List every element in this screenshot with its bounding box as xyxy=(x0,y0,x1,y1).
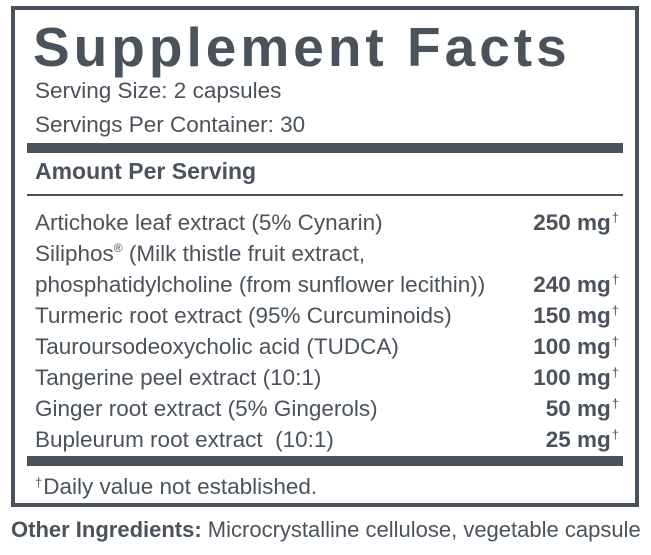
ingredient-name: Ginger root extract (5% Gingerols) xyxy=(35,396,378,421)
ingredient-amount: 50 mg† xyxy=(545,396,619,421)
ingredient-amount: 100 mg† xyxy=(533,334,619,359)
dagger-mark: † xyxy=(611,303,619,318)
amount-per-serving-header: Amount Per Serving xyxy=(35,158,257,184)
servings-per-container: Servings Per Container: 30 xyxy=(35,112,306,137)
other-ingredients: Other Ingredients: Microcrystalline cell… xyxy=(11,515,641,545)
dagger-mark: † xyxy=(611,427,619,442)
ingredient-row: Turmeric root extract (95% Curcuminoids)… xyxy=(35,300,619,331)
ingredient-name: Tauroursodeoxycholic acid (TUDCA) xyxy=(35,334,399,359)
ingredient-row: Artichoke leaf extract (5% Cynarin) 250 … xyxy=(35,207,619,238)
ingredient-amount: 150 mg† xyxy=(533,303,619,328)
ingredient-amount: 250 mg† xyxy=(533,210,619,235)
dagger-mark: † xyxy=(611,396,619,411)
ingredient-name: phosphatidylcholine (from sunflower leci… xyxy=(35,272,486,297)
ingredient-row: Siliphos® (Milk thistle fruit extract, xyxy=(35,238,619,269)
registered-mark: ® xyxy=(113,241,123,255)
ingredient-name: Bupleurum root extract (10:1) xyxy=(35,427,334,452)
supplement-facts-panel: Supplement Facts Serving Size: 2 capsule… xyxy=(11,6,639,507)
ingredient-name: Tangerine peel extract (10:1) xyxy=(35,365,322,390)
ingredient-amount: 240 mg† xyxy=(533,272,619,297)
dagger-mark: † xyxy=(35,475,43,490)
ingredient-amount: 100 mg† xyxy=(533,365,619,390)
ingredient-row: Tauroursodeoxycholic acid (TUDCA) 100 mg… xyxy=(35,331,619,362)
dagger-mark: † xyxy=(611,334,619,349)
other-ingredients-label: Other Ingredients: xyxy=(11,517,202,542)
dagger-mark: † xyxy=(611,272,619,287)
thick-divider-bottom xyxy=(27,456,623,466)
dagger-mark: † xyxy=(611,365,619,380)
ingredient-name: Turmeric root extract (95% Curcuminoids) xyxy=(35,303,452,328)
other-ingredients-text: Microcrystalline cellulose, vegetable ca… xyxy=(201,517,641,542)
ingredient-name: Artichoke leaf extract (5% Cynarin) xyxy=(35,210,383,235)
panel-title: Supplement Facts xyxy=(33,16,571,78)
ingredient-amount: 25 mg† xyxy=(545,427,619,452)
ingredient-list: Artichoke leaf extract (5% Cynarin) 250 … xyxy=(35,207,619,455)
dagger-mark: † xyxy=(611,210,619,225)
thin-divider xyxy=(27,194,623,196)
ingredient-row: Bupleurum root extract (10:1) 25 mg† xyxy=(35,424,619,455)
ingredient-row: Ginger root extract (5% Gingerols) 50 mg… xyxy=(35,393,619,424)
ingredient-row: Tangerine peel extract (10:1) 100 mg† xyxy=(35,362,619,393)
ingredient-row: phosphatidylcholine (from sunflower leci… xyxy=(35,269,619,300)
serving-size: Serving Size: 2 capsules xyxy=(35,78,282,103)
thick-divider-top xyxy=(27,143,623,153)
daily-value-footnote: †Daily value not established. xyxy=(35,474,318,499)
ingredient-name: Siliphos® (Milk thistle fruit extract, xyxy=(35,241,366,266)
